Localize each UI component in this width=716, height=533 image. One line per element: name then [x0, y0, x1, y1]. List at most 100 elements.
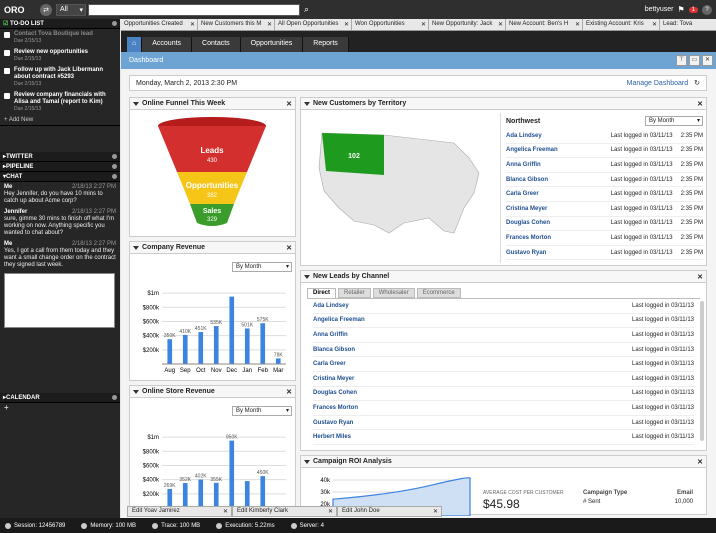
- close-icon[interactable]: ✕: [222, 509, 228, 515]
- bar[interactable]: [244, 481, 250, 508]
- lead-name[interactable]: Blanca Gibson: [313, 346, 356, 353]
- customer-row[interactable]: Douglas Cohen Last logged in 03/11/13 2:35…: [506, 217, 703, 232]
- chat-header[interactable]: ▾ CHAT: [0, 172, 120, 182]
- period-select[interactable]: By Month: [645, 116, 703, 126]
- customer-row[interactable]: Anna Griffin Last logged in 03/11/13 2:35 …: [506, 158, 703, 173]
- collapse-icon[interactable]: [133, 245, 139, 250]
- close-icon[interactable]: ✕: [286, 244, 292, 252]
- lead-row[interactable]: Anna Griffin Last logged in 03/11/13: [313, 328, 694, 343]
- period-select[interactable]: By Month: [232, 406, 292, 416]
- lead-row[interactable]: Blanca Gibson Last logged in 03/11/13: [313, 343, 694, 358]
- bar[interactable]: [167, 339, 173, 364]
- navigation-icon[interactable]: ⇄: [40, 3, 52, 16]
- flag-icon[interactable]: ⚑: [677, 5, 685, 14]
- gear-icon[interactable]: [112, 174, 117, 179]
- customer-name[interactable]: Cristina Meyer: [506, 205, 548, 212]
- todo-header[interactable]: ☑ TO-DO LIST: [0, 19, 120, 29]
- bar[interactable]: [198, 332, 204, 364]
- open-tab[interactable]: Opportunities Created ✕: [121, 19, 198, 30]
- customer-name[interactable]: Frances Morton: [506, 234, 552, 241]
- add-new-link[interactable]: + Add New: [0, 115, 120, 126]
- chat-input[interactable]: [4, 273, 115, 328]
- gear-icon[interactable]: [112, 21, 117, 26]
- minimized-window[interactable]: Edit Kimberly Clark ✕: [232, 506, 337, 517]
- minimized-window[interactable]: Edit Yoav Jamirez ✕: [127, 506, 232, 517]
- period-select[interactable]: By Month: [232, 262, 292, 272]
- lead-row[interactable]: Gustavo Ryan Last logged in 03/11/13: [313, 416, 694, 431]
- minimized-window[interactable]: Edit John Doe ✕: [337, 506, 442, 517]
- collapse-icon[interactable]: [133, 101, 139, 106]
- customer-row[interactable]: Cristina Meyer Last logged in 03/11/13 2:3…: [506, 202, 703, 217]
- tab-direct[interactable]: Direct: [307, 288, 337, 298]
- close-icon[interactable]: ✕: [189, 22, 195, 28]
- close-icon[interactable]: ✕: [697, 100, 703, 108]
- collapse-icon[interactable]: [304, 274, 310, 279]
- home-tab[interactable]: ⌂: [127, 37, 143, 52]
- close-icon[interactable]: ✕: [497, 22, 503, 28]
- lead-name[interactable]: Angelica Freeman: [313, 317, 365, 324]
- customer-name[interactable]: Anna Griffin: [506, 161, 541, 168]
- help-icon[interactable]: ?: [702, 4, 712, 15]
- close-icon[interactable]: ✕: [327, 509, 333, 515]
- lead-row[interactable]: Frances Morton Last logged in 03/11/13: [313, 401, 694, 416]
- bar[interactable]: [244, 328, 250, 364]
- open-tab[interactable]: New Opportunity: Jack ✕: [429, 19, 506, 30]
- lead-name[interactable]: Anna Griffin: [313, 331, 348, 338]
- todo-item[interactable]: Review company financials with Alisa and…: [0, 90, 120, 115]
- lead-row[interactable]: Cristina Meyer Last logged in 03/11/13: [313, 372, 694, 387]
- close-icon[interactable]: ✕: [343, 22, 349, 28]
- collapse-icon[interactable]: [133, 389, 139, 394]
- gear-icon[interactable]: [112, 164, 117, 169]
- bar[interactable]: [213, 482, 219, 508]
- customer-row[interactable]: Ada Lindsey Last logged in 03/11/13 2:35 P…: [506, 129, 703, 144]
- open-tab[interactable]: Lead: Tova✕: [660, 19, 716, 30]
- add-icon[interactable]: +: [4, 403, 9, 412]
- close-icon[interactable]: ✕: [420, 22, 426, 28]
- customer-row[interactable]: Angelica Freeman Last logged in 03/11/13 2…: [506, 144, 703, 159]
- todo-item[interactable]: Contact Tova Boutique lead Due 2/15/13: [0, 29, 120, 47]
- gear-icon[interactable]: [112, 395, 117, 400]
- bar[interactable]: [182, 483, 188, 508]
- twitter-header[interactable]: ▸ TWITTER: [0, 152, 120, 162]
- lead-row[interactable]: Douglas Cohen Last logged in 03/11/13: [313, 387, 694, 402]
- todo-checkbox[interactable]: [4, 68, 10, 74]
- open-tab[interactable]: All Open Opportunities ✕: [275, 19, 352, 30]
- tab-retailer[interactable]: Retailer: [338, 288, 371, 298]
- tab-opportunities[interactable]: Opportunities: [240, 37, 304, 52]
- lead-name[interactable]: Frances Morton: [313, 404, 359, 411]
- bar[interactable]: [229, 296, 235, 364]
- lead-row[interactable]: Herbert Miles Last logged in 03/11/13: [313, 430, 694, 445]
- open-tab[interactable]: New Account: Ben's H ✕: [506, 19, 583, 30]
- customer-row[interactable]: Gustavo Ryan Last logged in 03/11/13 2:35 …: [506, 246, 703, 261]
- close-icon[interactable]: ✕: [286, 388, 292, 396]
- open-tab[interactable]: New Customers this M ✕: [198, 19, 275, 30]
- open-tab[interactable]: Existing Account: Kris ✕: [583, 19, 660, 30]
- bar[interactable]: [167, 488, 173, 508]
- tab-accounts[interactable]: Accounts: [142, 37, 193, 52]
- customer-row[interactable]: Blanca Gibson Last logged in 03/11/13 2:35…: [506, 173, 703, 188]
- scrollbar[interactable]: [700, 301, 704, 441]
- close-icon[interactable]: ✕: [697, 273, 703, 281]
- pin-icon[interactable]: ⊤: [676, 55, 687, 66]
- calendar-header[interactable]: ▸ CALENDAR: [0, 393, 120, 403]
- manage-dashboard-link[interactable]: Manage Dashboard: [626, 79, 689, 87]
- bar[interactable]: [182, 334, 188, 364]
- user-menu[interactable]: bettyuser: [644, 6, 674, 13]
- collapse-icon[interactable]: [304, 459, 310, 464]
- search-icon[interactable]: ⌕: [304, 4, 310, 14]
- app-logo[interactable]: ORO: [4, 4, 25, 15]
- lead-row[interactable]: Angelica Freeman Last logged in 03/11/13: [313, 314, 694, 329]
- tab-wholesaler[interactable]: Wholesaler: [372, 288, 415, 298]
- customer-name[interactable]: Ada Lindsey: [506, 132, 542, 139]
- customer-name[interactable]: Gustavo Ryan: [506, 249, 547, 256]
- search-input[interactable]: [88, 3, 300, 16]
- customer-name[interactable]: Carla Greer: [506, 191, 539, 198]
- customer-name[interactable]: Blanca Gibson: [506, 176, 549, 183]
- bar[interactable]: [260, 476, 266, 508]
- customer-row[interactable]: Carla Greer Last logged in 03/11/13 2:35 P…: [506, 187, 703, 202]
- close-icon[interactable]: ✕: [651, 22, 657, 28]
- refresh-icon[interactable]: ↻: [694, 80, 700, 87]
- bar[interactable]: [229, 440, 235, 508]
- lead-name[interactable]: Gustavo Ryan: [313, 419, 354, 426]
- notification-badge[interactable]: 1: [688, 6, 698, 13]
